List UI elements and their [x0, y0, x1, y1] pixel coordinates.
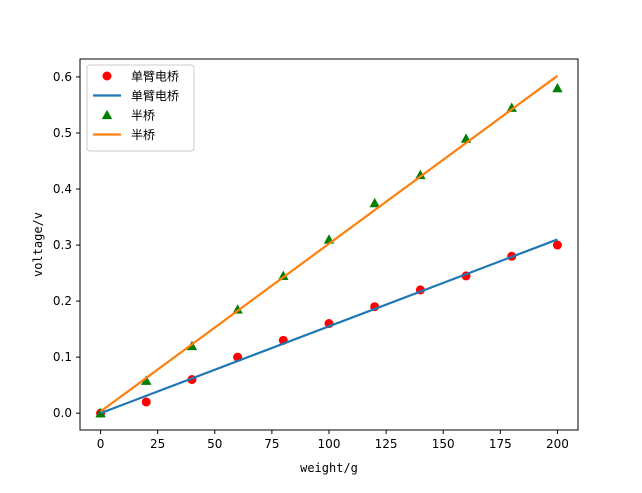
y-tick-label: 0.4 — [53, 182, 72, 196]
data-point — [278, 270, 289, 281]
y-tick-label: 0.2 — [53, 294, 72, 308]
legend-label: 半桥 — [131, 109, 155, 123]
series-line — [99, 74, 559, 413]
x-tick-label: 75 — [264, 437, 279, 451]
x-axis-label: weight/g — [300, 461, 358, 475]
data-point — [506, 102, 517, 112]
x-tick-label: 50 — [207, 437, 222, 451]
y-tick-label: 0.6 — [53, 70, 72, 84]
y-tick-label: 0.3 — [53, 238, 72, 252]
legend-label: 单臂电桥 — [131, 70, 179, 84]
y-axis-label: voltage/v — [31, 212, 45, 277]
x-tick-label: 100 — [318, 437, 341, 451]
legend-marker-swatch — [101, 109, 113, 120]
data-point — [415, 169, 426, 180]
x-tick-label: 25 — [150, 437, 165, 451]
x-tick-label: 200 — [546, 437, 569, 451]
x-tick-label: 0 — [97, 437, 105, 451]
legend-label: 单臂电桥 — [131, 89, 179, 103]
plot-area: 0 25 50 75 100 125 150 175 200 0.0 0.1 0.2 0.3 0.4 0.5… — [53, 58, 579, 451]
y-tick-label: 0.5 — [53, 126, 72, 140]
data-point — [552, 82, 563, 93]
x-tick-label: 175 — [489, 437, 512, 451]
y-tick-label: 0.0 — [53, 406, 72, 420]
legend-box — [86, 64, 195, 152]
series-line — [100, 238, 558, 415]
legend-marker-swatch — [102, 71, 112, 81]
y-tick-label: 0.1 — [53, 350, 72, 364]
data-point — [141, 397, 151, 407]
data-point — [232, 304, 243, 314]
data-point — [141, 375, 152, 385]
data-point — [552, 240, 562, 250]
legend-label: 半桥 — [131, 128, 155, 142]
x-tick-label: 125 — [375, 437, 398, 451]
data-point — [369, 197, 380, 208]
x-tick-label: 150 — [432, 437, 455, 451]
